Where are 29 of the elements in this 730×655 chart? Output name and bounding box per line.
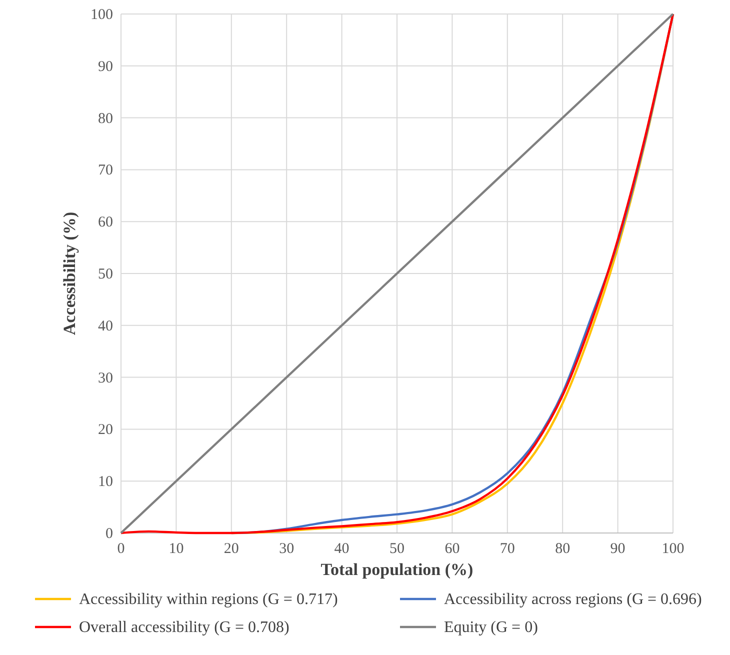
y-axis-title: Accessibility (%) bbox=[60, 212, 79, 336]
x-tick-label: 100 bbox=[662, 541, 684, 557]
x-tick-label: 0 bbox=[117, 541, 125, 557]
y-tick-label: 20 bbox=[98, 422, 113, 438]
y-tick-label: 80 bbox=[98, 110, 113, 127]
x-tick-label: 60 bbox=[444, 541, 460, 557]
legend-label: Accessibility across regions (G = 0.696) bbox=[444, 591, 702, 608]
x-tick-label: 30 bbox=[279, 541, 294, 557]
y-tick-label: 30 bbox=[98, 370, 113, 386]
legend-label: Equity (G = 0) bbox=[444, 619, 538, 636]
legend-label: Accessibility within regions (G = 0.717) bbox=[79, 591, 338, 608]
x-tick-label: 70 bbox=[500, 541, 515, 557]
x-tick-label: 40 bbox=[334, 541, 350, 557]
y-tick-label: 0 bbox=[106, 526, 113, 542]
x-axis-title: Total population (%) bbox=[320, 560, 474, 579]
line-series bbox=[120, 12, 674, 534]
x-tick-label: 90 bbox=[610, 541, 626, 557]
y-tick-label: 60 bbox=[98, 214, 113, 231]
x-tick-label: 80 bbox=[555, 541, 570, 557]
y-tick-label: 90 bbox=[98, 58, 113, 75]
y-tick-label: 70 bbox=[98, 162, 113, 179]
x-tick-label: 10 bbox=[168, 541, 184, 557]
y-tick-label: 50 bbox=[98, 266, 113, 282]
y-tick-label: 100 bbox=[90, 7, 113, 23]
legend-label: Overall accessibility (G = 0.708) bbox=[79, 619, 290, 636]
y-tick-label: 40 bbox=[98, 318, 113, 334]
y-tick-label: 10 bbox=[98, 474, 113, 490]
x-tick-label: 50 bbox=[390, 541, 404, 557]
x-tick-label: 20 bbox=[224, 541, 239, 557]
